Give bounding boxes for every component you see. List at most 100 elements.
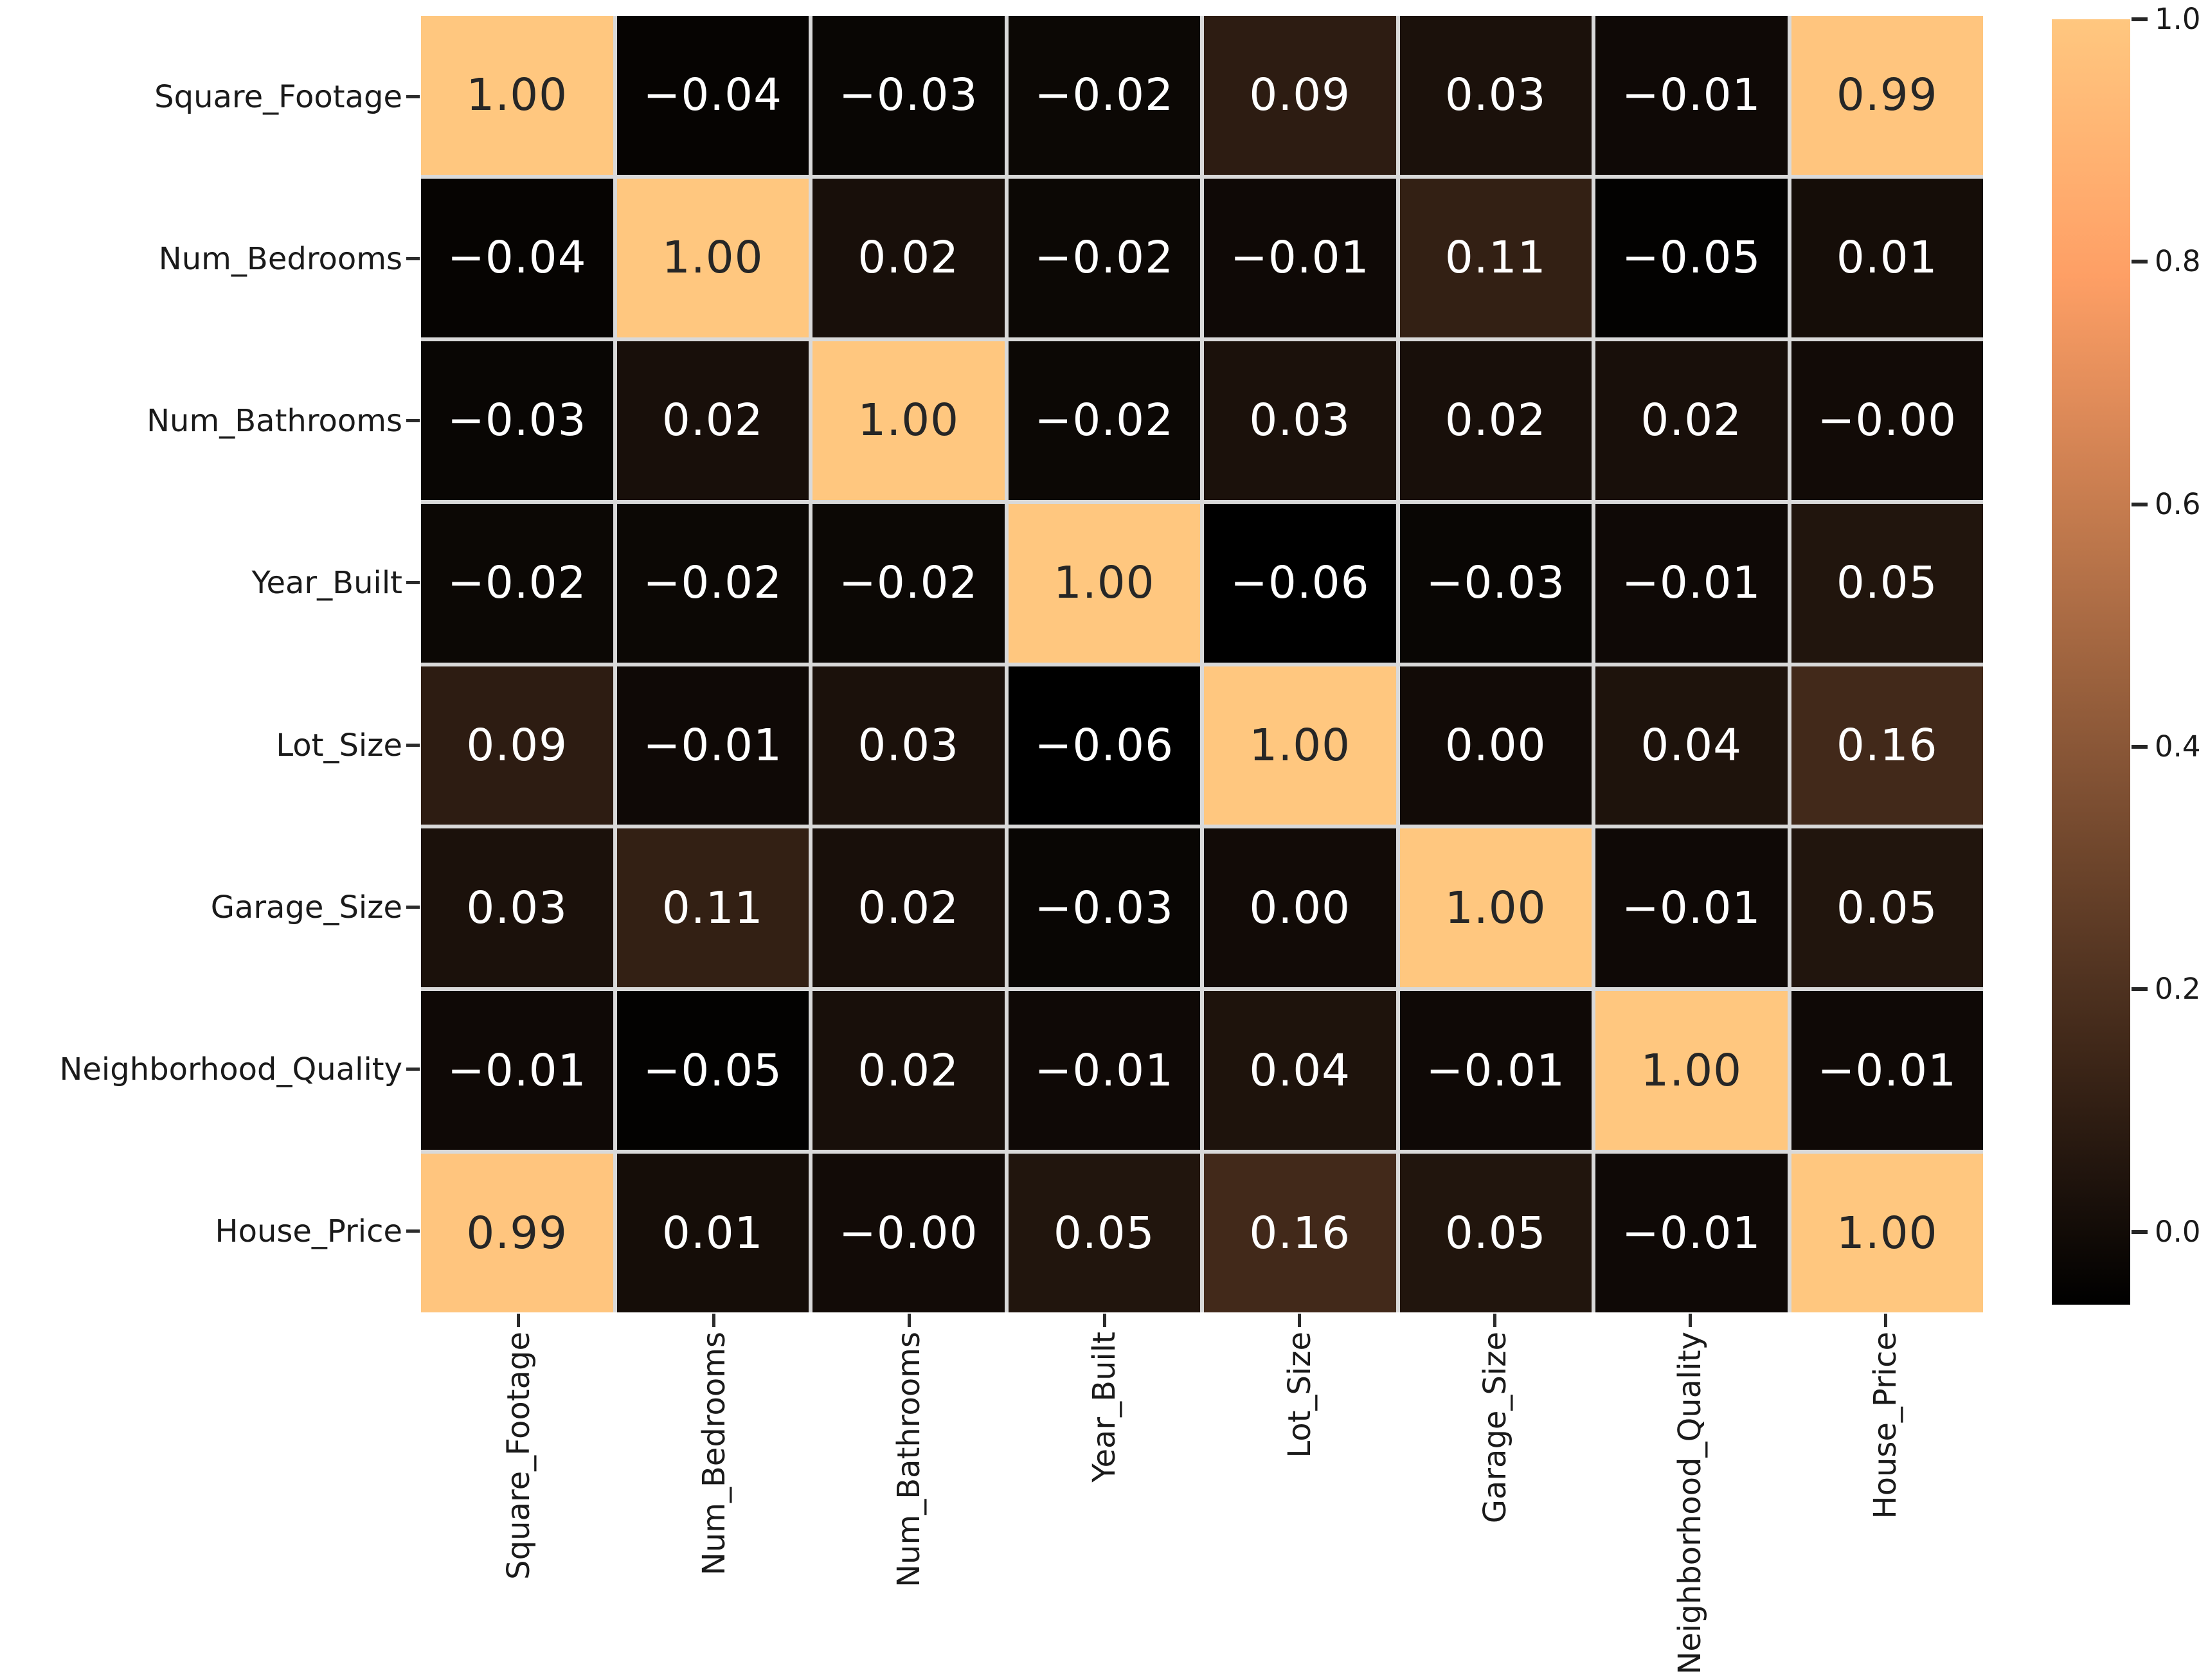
cell-value: 0.02 [661,395,764,447]
x-tick-label: Num_Bedrooms [696,1332,732,1575]
cell-value: −0.03 [839,69,978,121]
y-tick-mark [406,1229,420,1233]
cell-value: 1.00 [1836,1207,1938,1259]
heatmap-cell: −0.01 [421,991,613,1150]
cell-value: −0.01 [1230,232,1370,284]
cell-value: −0.01 [1622,882,1761,934]
y-tick-label: House_Price [215,1213,402,1249]
cell-value: −0.06 [1034,719,1174,771]
x-tick-label: Neighborhood_Quality [1672,1332,1708,1675]
x-tick-label: Num_Bathrooms [891,1332,927,1587]
heatmap-cell: −0.01 [1595,828,1788,988]
heatmap-cell: −0.00 [1791,341,1983,500]
heatmap-cell: −0.04 [616,16,809,175]
cell-value: 0.04 [1640,719,1743,771]
cell-value: −0.01 [1034,1044,1174,1096]
y-tick-mark [406,419,420,423]
heatmap-cell: 0.05 [1791,828,1983,988]
y-tick-mark [406,257,420,261]
cell-value: −0.02 [643,557,782,609]
x-tick-mark [1298,1314,1302,1327]
cell-value: 0.03 [466,882,568,934]
cell-value: 1.00 [857,395,960,447]
heatmap-cell: 1.00 [616,178,809,337]
x-tick-label: Lot_Size [1282,1332,1318,1458]
colorbar-tick-label: 0.6 [2155,487,2201,521]
cell-value: 0.05 [1444,1207,1547,1259]
cell-value: 0.09 [1249,69,1351,121]
x-tick-label-text: Square_Footage [500,1332,537,1580]
y-tick-label: Num_Bathrooms [147,403,402,440]
heatmap-cell: 0.02 [1399,341,1592,500]
heatmap-cell: 0.03 [812,666,1005,825]
heatmap-cell: −0.03 [421,341,613,500]
heatmap-cell: 0.03 [421,828,613,988]
heatmap-cell: 0.99 [421,1154,613,1312]
heatmap-cell: −0.04 [421,178,613,337]
cell-value: −0.01 [1622,69,1761,121]
heatmap-cell: 0.09 [421,666,613,825]
heatmap-cell: 0.16 [1204,1154,1396,1312]
heatmap-grid: 1.00 −0.04 −0.03 −0.02 0.09 0.03 −0.01 0.99 −0.0… [421,16,1983,1312]
heatmap-cell: 0.09 [1204,16,1396,175]
cell-value: 1.00 [1640,1044,1743,1096]
heatmap-cell: −0.01 [1595,1154,1788,1312]
cell-value: 1.00 [1249,719,1351,771]
heatmap-cell: 0.02 [1595,341,1788,500]
heatmap-cell: −0.01 [1595,503,1788,663]
cell-value: 0.03 [1444,69,1547,121]
cell-value: 0.01 [661,1207,764,1259]
heatmap-cell: −0.05 [1595,178,1788,337]
x-tick-label-text: Neighborhood_Quality [1672,1332,1709,1675]
cell-value: 0.09 [466,719,568,771]
x-tick-mark [712,1314,716,1327]
cell-value: 0.02 [1444,395,1547,447]
cell-value: 0.05 [1053,1207,1155,1259]
heatmap-cell: 0.03 [1399,16,1592,175]
heatmap-cell: −0.06 [1008,666,1200,825]
heatmap-cell: −0.02 [421,503,613,663]
x-tick-label-text: Year_Built [1086,1332,1123,1483]
cell-value: 1.00 [1053,557,1155,609]
cell-value: −0.05 [1622,232,1761,284]
heatmap-cell: 0.04 [1204,991,1396,1150]
cell-value: −0.03 [1426,557,1565,609]
heatmap-cell: 0.04 [1595,666,1788,825]
colorbar-tick-mark [2132,745,2148,749]
colorbar-tick-mark [2132,1229,2148,1234]
colorbar-tick-label: 0.0 [2155,1214,2201,1249]
cell-value: −0.04 [643,69,782,121]
cell-value: −0.01 [1817,1044,1957,1096]
heatmap-cell: 1.00 [812,341,1005,500]
heatmap-cell: −0.02 [1008,178,1200,337]
cell-value: 0.02 [857,882,960,934]
x-tick-mark [1688,1314,1692,1327]
colorbar-tick-label: 0.2 [2155,972,2201,1006]
cell-value: −0.02 [1034,69,1174,121]
heatmap-cell: −0.01 [1399,991,1592,1150]
cell-value: −0.01 [447,1044,587,1096]
heatmap-cell: 0.05 [1008,1154,1200,1312]
y-tick-label: Year_Built [251,565,402,602]
cell-value: −0.00 [1817,395,1957,447]
cell-value: −0.03 [447,395,587,447]
heatmap-cell: −0.05 [616,991,809,1150]
cell-value: 0.02 [857,232,960,284]
cell-value: −0.06 [1230,557,1370,609]
cell-value: −0.02 [1034,395,1174,447]
cell-value: −0.05 [643,1044,782,1096]
x-tick-mark [1883,1314,1887,1327]
x-tick-label: Garage_Size [1477,1332,1513,1523]
cell-value: 0.04 [1249,1044,1351,1096]
x-tick-label-text: House_Price [1867,1332,1904,1519]
colorbar-tick-label: 0.8 [2155,244,2201,279]
y-tick-mark [406,743,420,747]
heatmap-cell: −0.01 [1204,178,1396,337]
cell-value: −0.00 [839,1207,978,1259]
heatmap-cell: 0.01 [1791,178,1983,337]
cell-value: 0.05 [1836,882,1938,934]
cell-value: −0.04 [447,232,587,284]
colorbar-tick-label: 1.0 [2155,2,2201,36]
heatmap-cell: 0.00 [1204,828,1396,988]
heatmap-cell: 1.00 [421,16,613,175]
